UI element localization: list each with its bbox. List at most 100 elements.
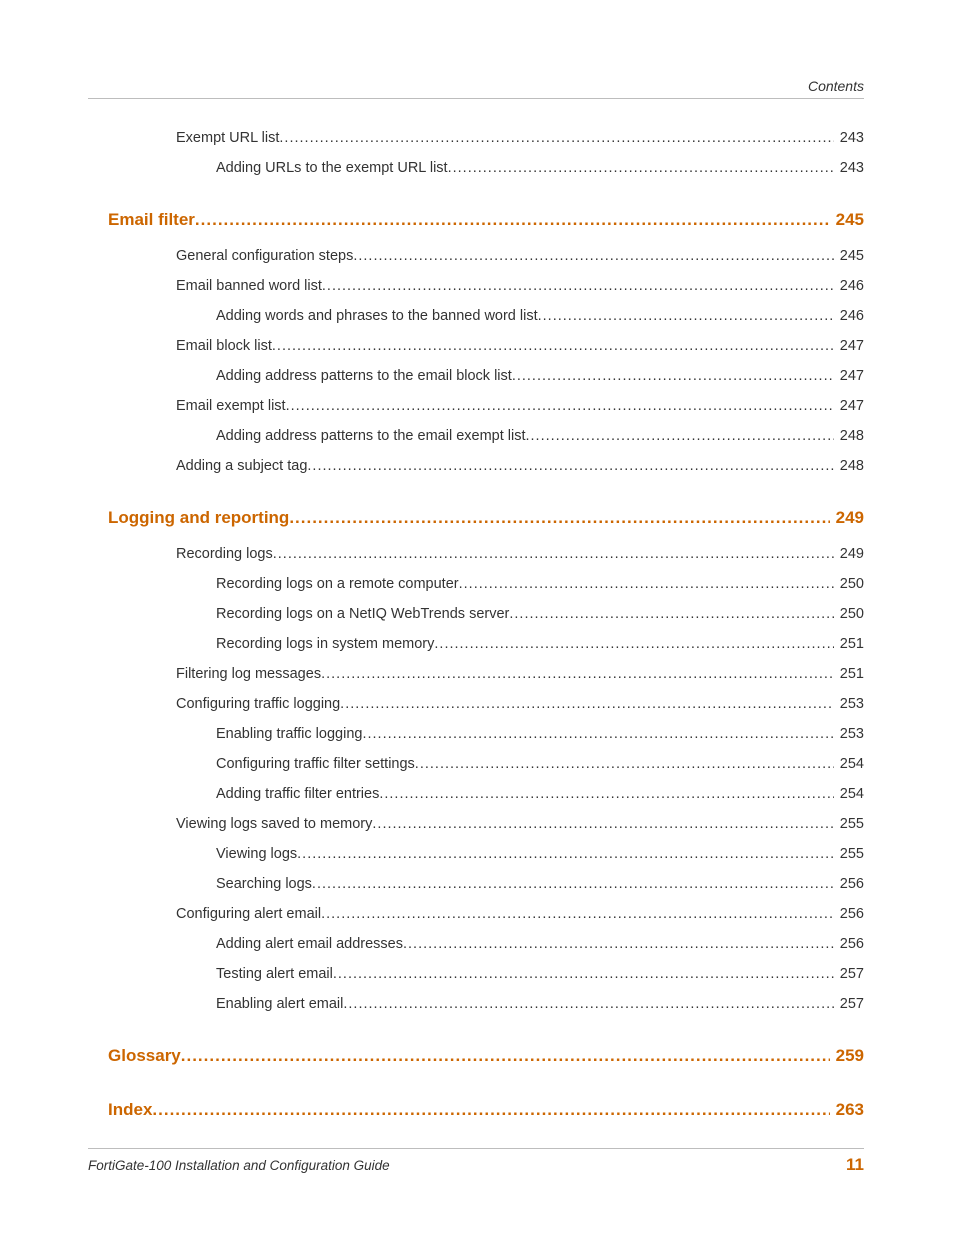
- toc-leader-dots: [415, 756, 834, 772]
- toc-entry[interactable]: Index 263: [108, 1100, 864, 1120]
- toc-entry-title: Filtering log messages: [176, 666, 321, 682]
- toc-leader-dots: [509, 606, 833, 622]
- toc-entry[interactable]: Recording logs 249: [108, 546, 864, 562]
- top-rule: [88, 98, 864, 99]
- toc-leader-dots: [343, 996, 833, 1012]
- toc-entry-title: Recording logs: [176, 546, 273, 562]
- toc-entry-title: Adding traffic filter entries: [216, 786, 379, 802]
- toc-entry[interactable]: Configuring alert email 256: [108, 906, 864, 922]
- toc-entry-page: 250: [834, 606, 864, 622]
- toc-entry[interactable]: Recording logs in system memory 251: [108, 636, 864, 652]
- toc-entry[interactable]: Recording logs on a NetIQ WebTrends serv…: [108, 606, 864, 622]
- toc-entry-title: General configuration steps: [176, 248, 353, 264]
- footer-page-number: 11: [846, 1155, 864, 1175]
- toc-entry-title: Viewing logs saved to memory: [176, 816, 372, 832]
- toc-leader-dots: [538, 308, 834, 324]
- toc-entry-page: 263: [830, 1100, 864, 1120]
- toc-entry-title: Enabling traffic logging: [216, 726, 362, 742]
- toc-entry[interactable]: Configuring traffic logging 253: [108, 696, 864, 712]
- toc-entry-title: Recording logs on a remote computer: [216, 576, 459, 592]
- toc-entry-page: 253: [834, 696, 864, 712]
- toc-entry-title: Email filter: [108, 210, 195, 230]
- toc-entry-page: 257: [834, 996, 864, 1012]
- toc-entry-title: Configuring traffic logging: [176, 696, 340, 712]
- toc-leader-dots: [152, 1100, 829, 1120]
- toc-leader-dots: [321, 906, 834, 922]
- toc-entry[interactable]: Searching logs 256: [108, 876, 864, 892]
- toc-leader-dots: [448, 160, 834, 176]
- toc-entry[interactable]: Testing alert email 257: [108, 966, 864, 982]
- toc-entry-title: Recording logs on a NetIQ WebTrends serv…: [216, 606, 509, 622]
- toc-entry-page: 259: [830, 1046, 864, 1066]
- toc-entry[interactable]: Email exempt list 247: [108, 398, 864, 414]
- toc-leader-dots: [289, 508, 829, 528]
- toc-leader-dots: [279, 130, 833, 146]
- toc-entry[interactable]: Exempt URL list 243: [108, 130, 864, 146]
- toc-entry[interactable]: Adding a subject tag 248: [108, 458, 864, 474]
- toc-entry[interactable]: Viewing logs 255: [108, 846, 864, 862]
- toc-leader-dots: [403, 936, 834, 952]
- toc-entry-title: Adding address patterns to the email blo…: [216, 368, 512, 384]
- toc-entry-page: 255: [834, 816, 864, 832]
- toc-entry[interactable]: General configuration steps 245: [108, 248, 864, 264]
- toc-entry-page: 251: [834, 636, 864, 652]
- toc-entry-page: 249: [834, 546, 864, 562]
- toc-entry-page: 256: [834, 876, 864, 892]
- toc-entry[interactable]: Adding URLs to the exempt URL list 243: [108, 160, 864, 176]
- toc-entry[interactable]: Configuring traffic filter settings 254: [108, 756, 864, 772]
- toc-leader-dots: [312, 876, 834, 892]
- toc-entry-title: Adding URLs to the exempt URL list: [216, 160, 448, 176]
- toc-entry-page: 249: [830, 508, 864, 528]
- toc-entry-title: Recording logs in system memory: [216, 636, 434, 652]
- toc-entry-page: 243: [834, 160, 864, 176]
- toc-entry[interactable]: Email block list 247: [108, 338, 864, 354]
- toc-entry[interactable]: Adding address patterns to the email exe…: [108, 428, 864, 444]
- toc-entry-page: 247: [834, 368, 864, 384]
- toc-entry-page: 246: [834, 278, 864, 294]
- toc-entry[interactable]: Email banned word list 246: [108, 278, 864, 294]
- toc-entry[interactable]: Adding alert email addresses 256: [108, 936, 864, 952]
- toc-leader-dots: [333, 966, 834, 982]
- toc-entry[interactable]: Email filter 245: [108, 210, 864, 230]
- toc-leader-dots: [273, 546, 834, 562]
- toc-entry-page: 250: [834, 576, 864, 592]
- toc-entry-title: Adding alert email addresses: [216, 936, 403, 952]
- toc-entry-page: 257: [834, 966, 864, 982]
- toc-entry[interactable]: Adding address patterns to the email blo…: [108, 368, 864, 384]
- toc-entry[interactable]: Viewing logs saved to memory 255: [108, 816, 864, 832]
- toc-leader-dots: [362, 726, 833, 742]
- toc-entry-title: Glossary: [108, 1046, 181, 1066]
- toc-entry-title: Email block list: [176, 338, 272, 354]
- toc-entry[interactable]: Enabling alert email 257: [108, 996, 864, 1012]
- toc-entry-page: 254: [834, 756, 864, 772]
- toc-entry-page: 255: [834, 846, 864, 862]
- toc-leader-dots: [297, 846, 834, 862]
- toc-entry[interactable]: Logging and reporting 249: [108, 508, 864, 528]
- toc-entry-title: Viewing logs: [216, 846, 297, 862]
- toc-leader-dots: [195, 210, 830, 230]
- toc-leader-dots: [321, 666, 834, 682]
- toc-leader-dots: [526, 428, 834, 444]
- toc-entry-title: Configuring alert email: [176, 906, 321, 922]
- footer-doc-title: FortiGate-100 Installation and Configura…: [88, 1158, 390, 1173]
- toc-entry-page: 248: [834, 458, 864, 474]
- toc-entry-title: Adding address patterns to the email exe…: [216, 428, 526, 444]
- toc-entry[interactable]: Enabling traffic logging 253: [108, 726, 864, 742]
- toc-entry-title: Adding words and phrases to the banned w…: [216, 308, 538, 324]
- toc-entry-title: Testing alert email: [216, 966, 333, 982]
- toc-entry[interactable]: Adding words and phrases to the banned w…: [108, 308, 864, 324]
- toc-entry[interactable]: Filtering log messages 251: [108, 666, 864, 682]
- toc-leader-dots: [459, 576, 834, 592]
- toc-entry[interactable]: Adding traffic filter entries 254: [108, 786, 864, 802]
- toc-entry-page: 245: [830, 210, 864, 230]
- toc-entry-title: Adding a subject tag: [176, 458, 307, 474]
- toc-entry[interactable]: Recording logs on a remote computer 250: [108, 576, 864, 592]
- toc-leader-dots: [340, 696, 834, 712]
- toc-leader-dots: [379, 786, 833, 802]
- toc-entry[interactable]: Glossary 259: [108, 1046, 864, 1066]
- toc-leader-dots: [286, 398, 834, 414]
- toc-leader-dots: [307, 458, 833, 474]
- page-footer: FortiGate-100 Installation and Configura…: [88, 1155, 864, 1175]
- bottom-rule: [88, 1148, 864, 1149]
- toc-entry-page: 251: [834, 666, 864, 682]
